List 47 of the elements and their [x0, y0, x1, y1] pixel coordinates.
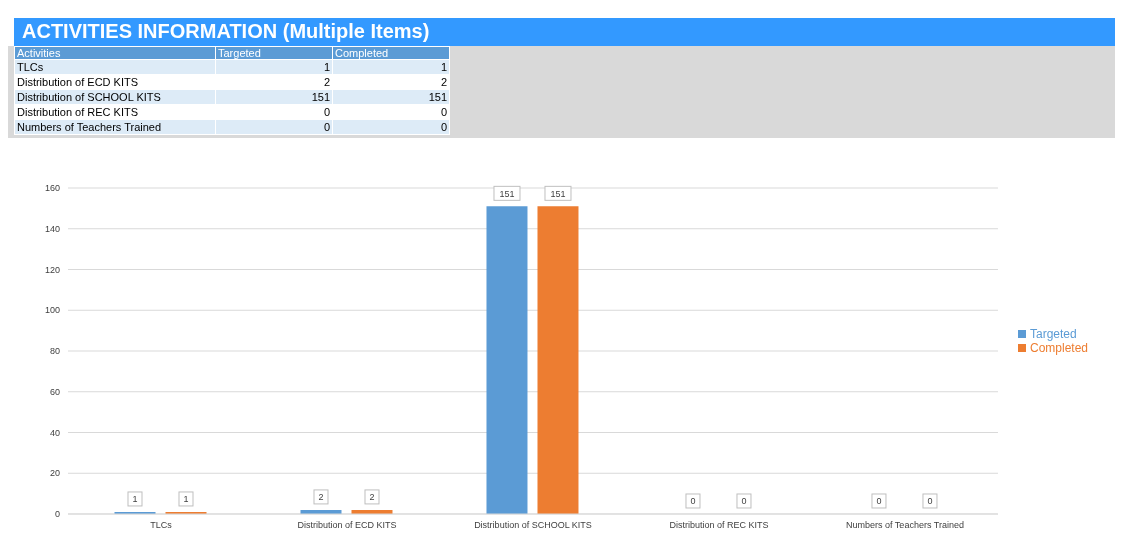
data-label: 0	[741, 496, 747, 507]
series-label: Completed	[332, 46, 450, 60]
x-tick-label: Distribution of REC KITS	[669, 520, 769, 531]
y-tick-label: 60	[49, 386, 60, 397]
category-label: Distribution of REC KITS	[14, 104, 216, 120]
data-label: 151	[499, 188, 515, 199]
y-tick-label: 140	[44, 223, 60, 234]
y-tick-label: 160	[44, 183, 60, 194]
x-tick-label: Numbers of Teachers Trained	[846, 520, 964, 531]
y-tick-label: 80	[49, 346, 60, 357]
y-tick-label: 120	[44, 264, 60, 275]
data-label: 151	[550, 188, 566, 199]
data-label: 151	[215, 89, 333, 105]
bar	[537, 206, 579, 514]
legend-label: Targeted	[1029, 326, 1077, 341]
x-tick-label: TLCs	[150, 520, 173, 531]
category-label: TLCs	[14, 59, 216, 75]
data-label: 0	[215, 119, 333, 135]
y-tick-label: 40	[49, 427, 60, 438]
data-label: 2	[369, 492, 375, 503]
data-label: 0	[927, 496, 933, 507]
data-label: 1	[332, 59, 450, 75]
data-label: 0	[690, 496, 696, 507]
category-label: Distribution of SCHOOL KITS	[14, 89, 216, 105]
y-tick-label: 100	[44, 305, 60, 316]
y-tick-label: 0	[54, 509, 60, 520]
series-label: Targeted	[215, 46, 333, 60]
data-label: 1	[215, 59, 333, 75]
bar	[486, 206, 528, 514]
data-label: 0	[332, 104, 450, 120]
data-label: 1	[132, 494, 138, 505]
category-label: Distribution of ECD KITS	[14, 74, 216, 90]
legend-label: Completed	[1029, 340, 1088, 355]
y-tick-label: 20	[49, 468, 60, 479]
data-label: 2	[332, 74, 450, 90]
data-label: 0	[332, 119, 450, 135]
text: Activities	[14, 46, 216, 60]
x-tick-label: Distribution of ECD KITS	[297, 520, 397, 531]
data-label: 0	[876, 496, 882, 507]
data-label: 2	[215, 74, 333, 90]
data-label: 2	[318, 492, 324, 503]
data-label: 0	[215, 104, 333, 120]
text: ACTIVITIES INFORMATION (Multiple Items)	[14, 18, 1115, 46]
category-label: Numbers of Teachers Trained	[14, 119, 216, 135]
x-tick-label: Distribution of SCHOOL KITS	[474, 520, 592, 531]
data-label: 151	[332, 89, 450, 105]
data-label: 1	[183, 494, 189, 505]
